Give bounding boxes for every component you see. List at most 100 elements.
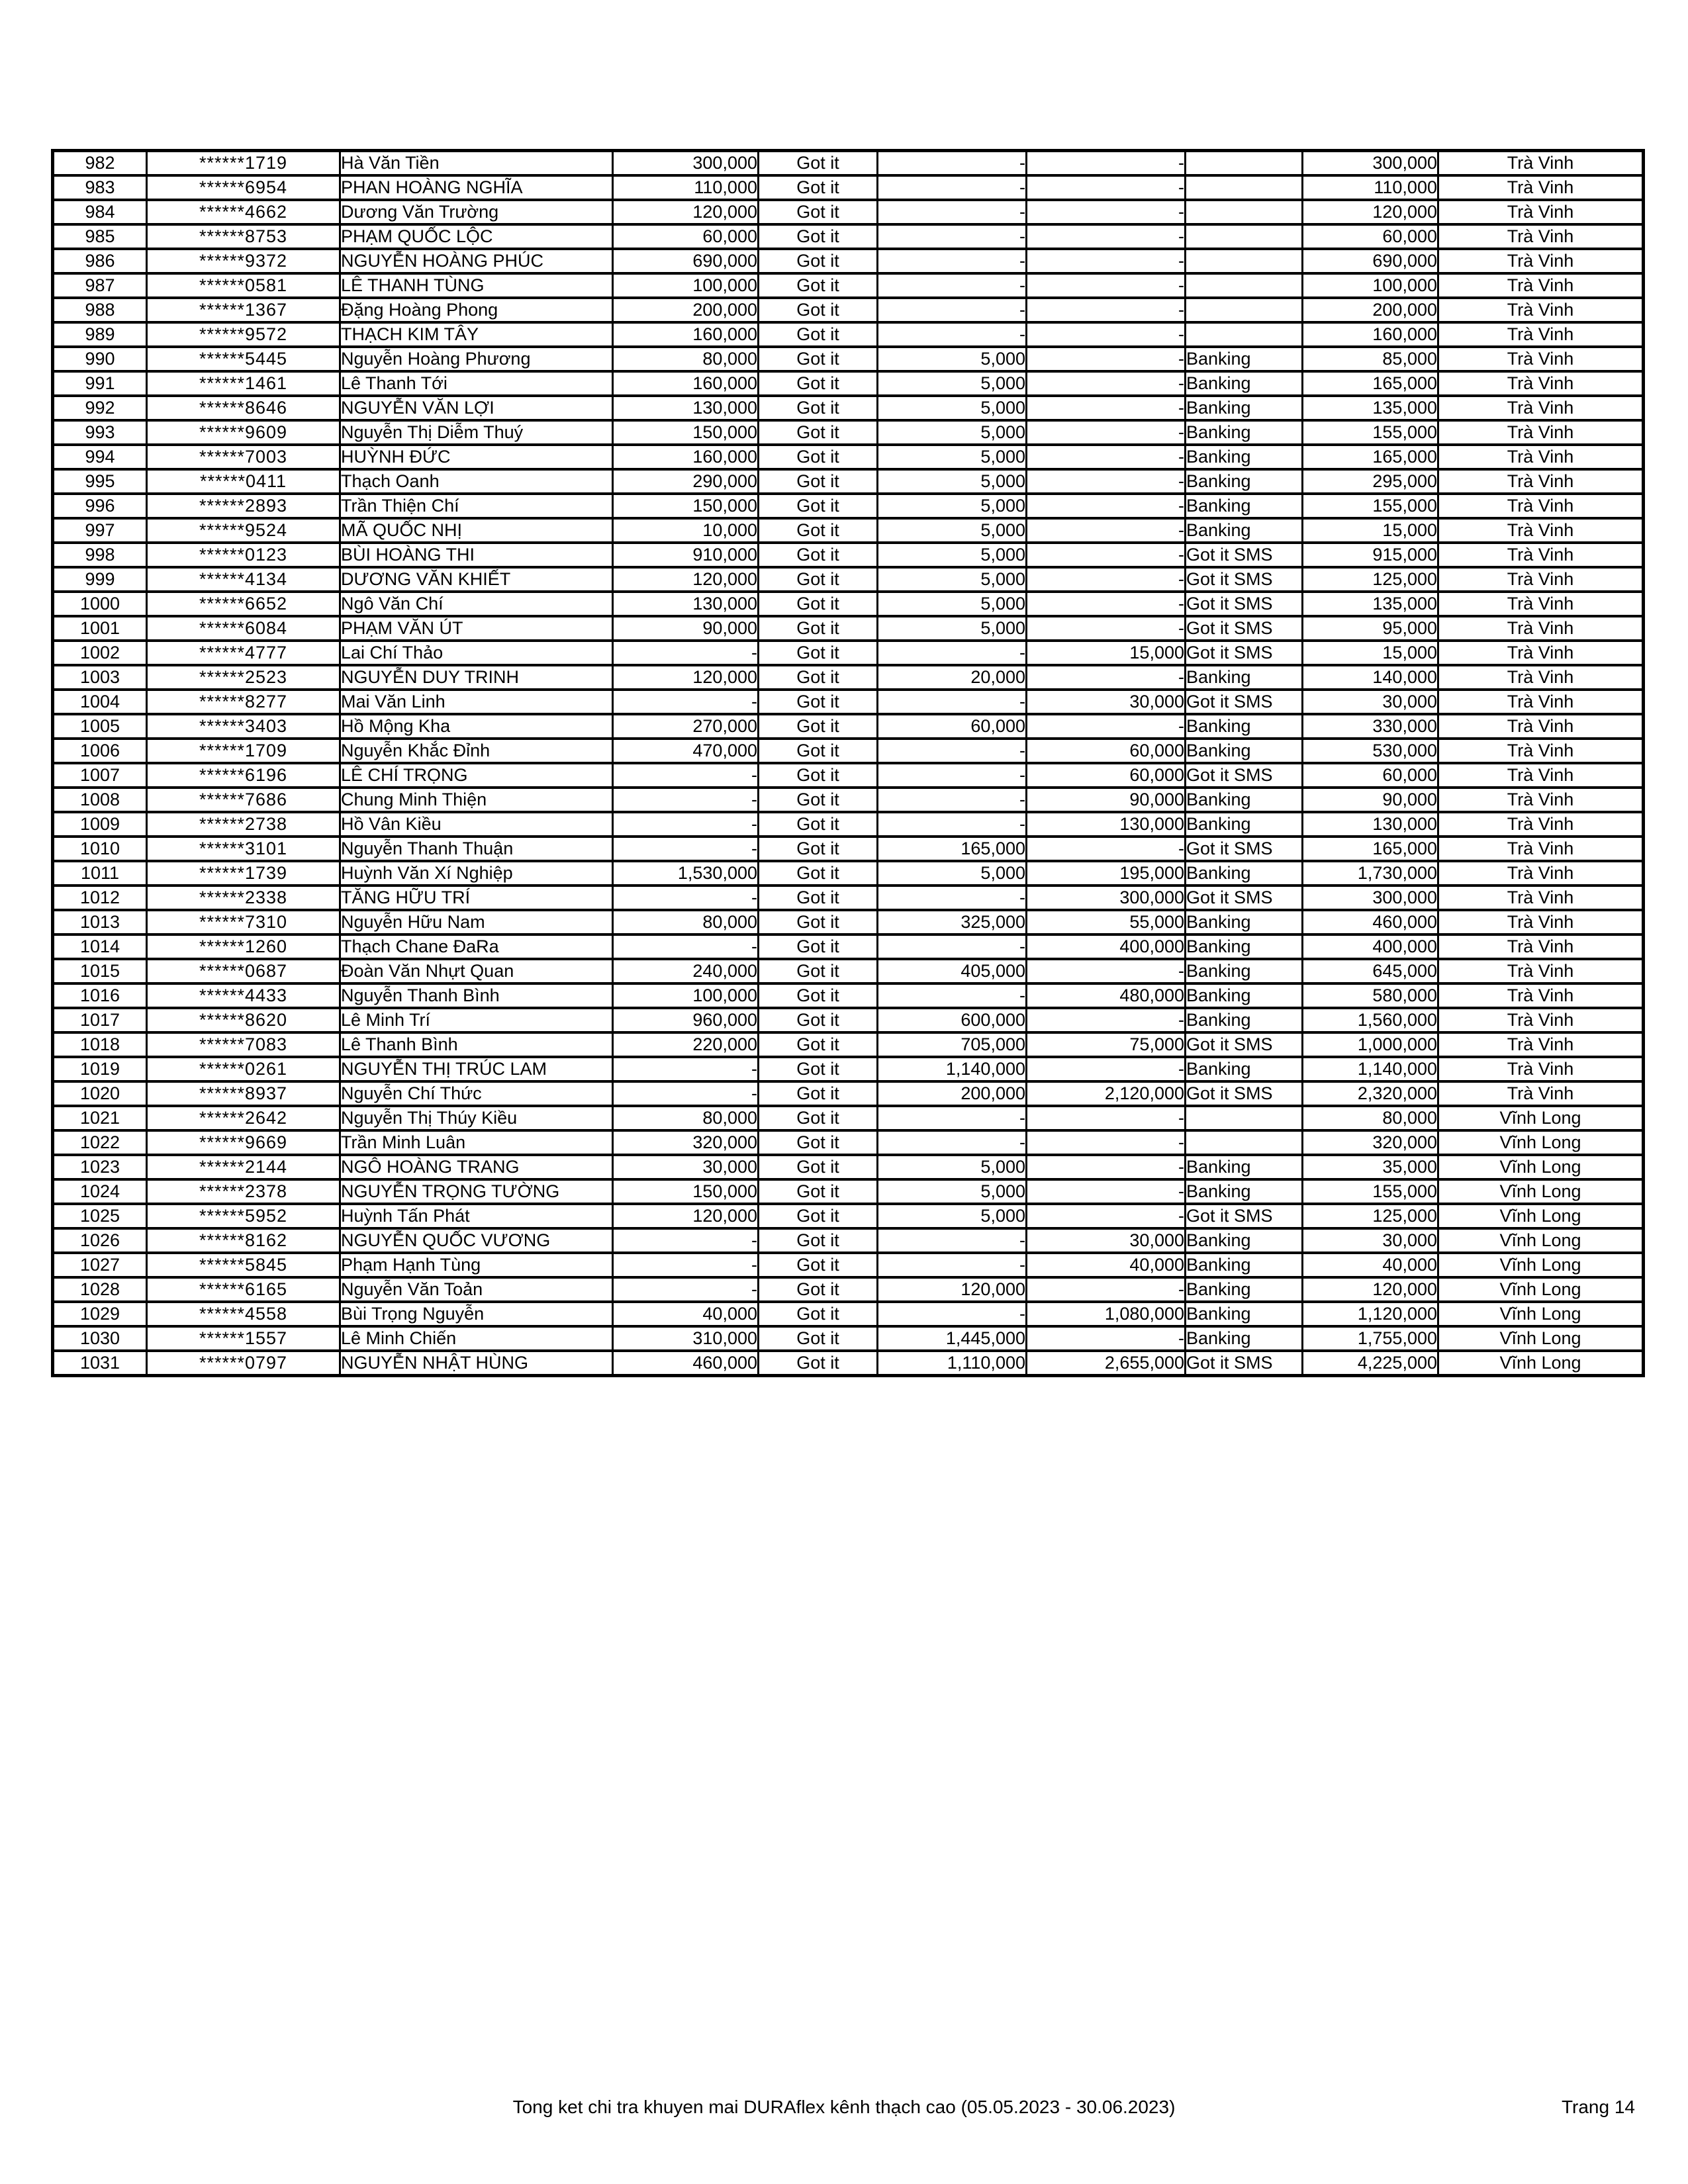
total-amount-cell: 400,000 <box>1301 933 1439 960</box>
amount-2-cell: - <box>876 688 1027 715</box>
payment-channel-cell <box>1184 296 1303 324</box>
got-it-status-cell: Got it <box>757 590 878 617</box>
got-it-status-cell: Got it <box>757 933 878 960</box>
amount-2-cell: 5,000 <box>876 860 1027 887</box>
province-cell: Trà Vinh <box>1437 272 1644 299</box>
amount-3-cell: 1,080,000 <box>1025 1300 1186 1328</box>
masked-phone-cell: ******3403 <box>146 713 341 740</box>
amount-3-cell: - <box>1025 1203 1186 1230</box>
table-row: 1023 ******2144 NGÔ HOÀNG TRANG 30,000 Got i… <box>52 1154 1644 1181</box>
amount-3-cell: 40,000 <box>1025 1251 1186 1279</box>
table-row: 1017 ******8620 Lê Minh Trí 960,000 Got it 60… <box>52 1007 1644 1034</box>
amount-3-cell: - <box>1025 419 1186 446</box>
amount-3-cell: - <box>1025 590 1186 617</box>
masked-phone-cell: ******2144 <box>146 1154 341 1181</box>
table-row: 990 ******5445 Nguyễn Hoàng Phương 80,000 Go… <box>52 345 1644 373</box>
province-cell: Trà Vinh <box>1437 982 1644 1009</box>
province-cell: Trà Vinh <box>1437 345 1644 373</box>
amount-2-cell: 5,000 <box>876 566 1027 593</box>
total-amount-cell: 15,000 <box>1301 639 1439 666</box>
payout-table: 982 ******1719 Hà Văn Tiền 300,000 Got it - -3… <box>51 149 1645 1377</box>
got-it-status-cell: Got it <box>757 149 878 177</box>
footer-summary-text: Tong ket chi tra khuyen mai DURAflex kên… <box>512 2097 1176 2117</box>
amount-2-cell: 405,000 <box>876 958 1027 985</box>
amount-3-cell: - <box>1025 321 1186 348</box>
got-it-status-cell: Got it <box>757 199 878 226</box>
got-it-status-cell: Got it <box>757 1129 878 1156</box>
amount-1-cell: 200,000 <box>612 296 759 324</box>
got-it-status-cell: Got it <box>757 1276 878 1303</box>
total-amount-cell: 140,000 <box>1301 664 1439 691</box>
province-cell: Trà Vinh <box>1437 713 1644 740</box>
customer-name-cell: TĂNG HỮU TRÍ <box>339 884 614 911</box>
amount-3-cell: - <box>1025 1178 1186 1205</box>
customer-name-cell: Nguyễn Thị Thúy Kiều <box>339 1105 614 1132</box>
got-it-status-cell: Got it <box>757 345 878 373</box>
amount-3-cell: - <box>1025 1154 1186 1181</box>
got-it-status-cell: Got it <box>757 1154 878 1181</box>
got-it-status-cell: Got it <box>757 958 878 985</box>
payment-channel-cell <box>1184 149 1303 177</box>
total-amount-cell: 160,000 <box>1301 321 1439 348</box>
customer-name-cell: Nguyễn Thanh Thuận <box>339 835 614 862</box>
amount-2-cell: 705,000 <box>876 1031 1027 1058</box>
amount-1-cell: 160,000 <box>612 443 759 471</box>
customer-name-cell: Nguyễn Hữu Nam <box>339 909 614 936</box>
payment-channel-cell: Got it SMS <box>1184 762 1303 789</box>
payment-channel-cell: Banking <box>1184 1227 1303 1254</box>
customer-name-cell: Lê Thanh Tới <box>339 370 614 397</box>
payment-channel-cell: Banking <box>1184 786 1303 813</box>
total-amount-cell: 155,000 <box>1301 1178 1439 1205</box>
masked-phone-cell: ******2338 <box>146 884 341 911</box>
total-amount-cell: 165,000 <box>1301 370 1439 397</box>
amount-3-cell: - <box>1025 566 1186 593</box>
masked-phone-cell: ******6196 <box>146 762 341 789</box>
table-row: 1000 ******6652 Ngô Văn Chí 130,000 Got it 5,… <box>52 590 1644 617</box>
row-number-cell: 990 <box>52 345 148 373</box>
got-it-status-cell: Got it <box>757 419 878 446</box>
masked-phone-cell: ******8646 <box>146 394 341 422</box>
table-row: 985 ******8753 PHẠM QUỐC LỘC 60,000 Got it - -… <box>52 223 1644 250</box>
got-it-status-cell: Got it <box>757 982 878 1009</box>
province-cell: Trà Vinh <box>1437 223 1644 250</box>
amount-1-cell: 220,000 <box>612 1031 759 1058</box>
amount-2-cell: - <box>876 272 1027 299</box>
table-row: 996 ******2893 Trần Thiện Chí 150,000 Got it… <box>52 492 1644 520</box>
payment-channel-cell: Got it SMS <box>1184 688 1303 715</box>
amount-2-cell: 5,000 <box>876 1178 1027 1205</box>
masked-phone-cell: ******9609 <box>146 419 341 446</box>
table-row: 992 ******8646 NGUYỄN VĂN LỢI 130,000 Got it… <box>52 394 1644 422</box>
amount-1-cell: 120,000 <box>612 566 759 593</box>
payment-channel-cell: Banking <box>1184 1325 1303 1352</box>
customer-name-cell: BÙI HOÀNG THI <box>339 541 614 569</box>
amount-2-cell: - <box>876 321 1027 348</box>
amount-2-cell: 5,000 <box>876 345 1027 373</box>
total-amount-cell: 4,225,000 <box>1301 1349 1439 1377</box>
amount-3-cell: 15,000 <box>1025 639 1186 666</box>
customer-name-cell: Lê Thanh Bình <box>339 1031 614 1058</box>
total-amount-cell: 15,000 <box>1301 517 1439 544</box>
masked-phone-cell: ******9669 <box>146 1129 341 1156</box>
got-it-status-cell: Got it <box>757 321 878 348</box>
amount-2-cell: - <box>876 884 1027 911</box>
table-row: 1022 ******9669 Trần Minh Luân 320,000 Got i… <box>52 1129 1644 1156</box>
row-number-cell: 1000 <box>52 590 148 617</box>
row-number-cell: 1021 <box>52 1105 148 1132</box>
table-row: 982 ******1719 Hà Văn Tiền 300,000 Got it - -3… <box>52 149 1644 177</box>
footer-page-number: Trang 14 <box>1561 2097 1635 2117</box>
province-cell: Vĩnh Long <box>1437 1276 1644 1303</box>
row-number-cell: 1013 <box>52 909 148 936</box>
payment-channel-cell: Got it SMS <box>1184 590 1303 617</box>
masked-phone-cell: ******9572 <box>146 321 341 348</box>
table-row: 989 ******9572 THẠCH KIM TÂY 160,000 Got it -… <box>52 321 1644 348</box>
amount-1-cell: - <box>612 835 759 862</box>
amount-1-cell: 910,000 <box>612 541 759 569</box>
amount-3-cell: - <box>1025 1325 1186 1352</box>
province-cell: Trà Vinh <box>1437 1080 1644 1107</box>
province-cell: Trà Vinh <box>1437 394 1644 422</box>
amount-2-cell: - <box>876 149 1027 177</box>
customer-name-cell: Chung Minh Thiện <box>339 786 614 813</box>
total-amount-cell: 690,000 <box>1301 248 1439 275</box>
payment-channel-cell: Banking <box>1184 370 1303 397</box>
amount-1-cell: 310,000 <box>612 1325 759 1352</box>
